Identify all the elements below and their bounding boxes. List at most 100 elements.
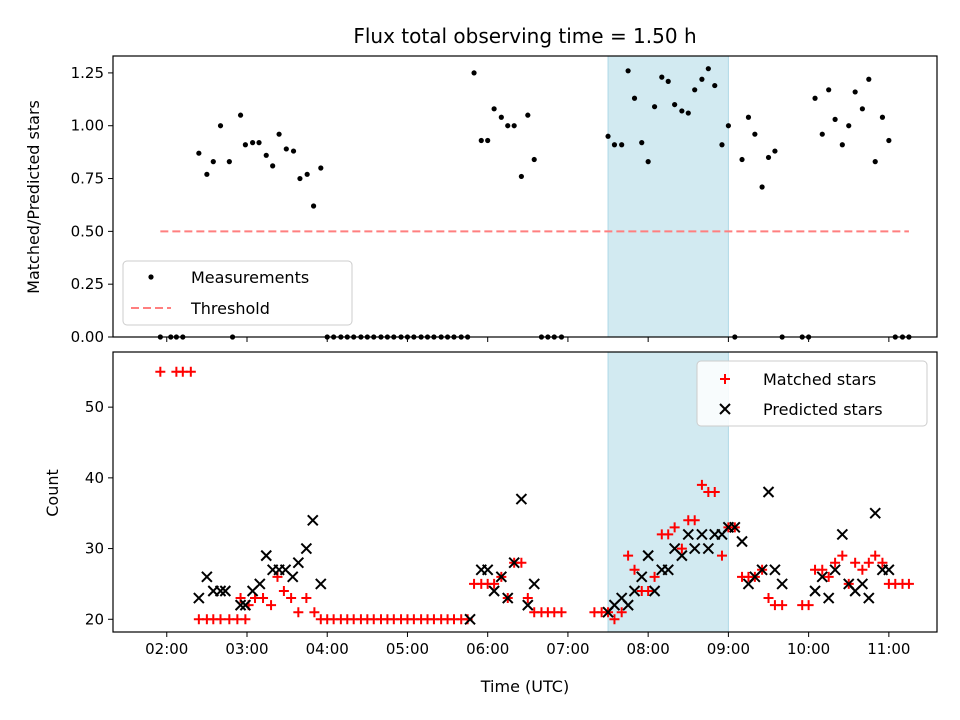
predicted-point — [528, 578, 540, 590]
matched-point — [240, 614, 251, 625]
measurement-point — [819, 131, 825, 137]
legend-label-threshold: Threshold — [190, 299, 270, 318]
y-tick-label: 0.25 — [71, 275, 104, 293]
predicted-point — [762, 486, 775, 498]
predicted-point — [688, 542, 701, 555]
measurement-point — [866, 76, 872, 82]
measurement-point — [699, 76, 705, 82]
predicted-point — [769, 564, 781, 576]
measurement-point — [511, 123, 517, 129]
measurement-point — [531, 156, 537, 163]
matched-point — [556, 607, 567, 618]
measurement-point — [237, 112, 244, 118]
predicted-point — [254, 578, 266, 590]
y-tick-label: 0.00 — [71, 328, 104, 346]
x-tick-label: 03:00 — [225, 640, 268, 658]
bottom-y-axis-label: Count — [43, 469, 62, 517]
measurement-point — [812, 95, 818, 101]
matched-point — [903, 578, 914, 589]
measurement-point — [631, 95, 638, 101]
measurement-point — [270, 163, 276, 169]
predicted-point — [696, 528, 708, 541]
measurement-point — [852, 89, 858, 95]
predicted-point — [481, 564, 494, 576]
matched-point — [623, 550, 634, 561]
matched-point — [709, 487, 720, 497]
predicted-point — [702, 542, 715, 555]
x-tick-label: 09:00 — [707, 640, 750, 658]
measurement-point — [611, 142, 618, 148]
matched-point — [857, 564, 868, 575]
matched-point — [286, 593, 297, 604]
matched-point — [696, 479, 707, 490]
y-tick-label: 0.75 — [71, 170, 104, 188]
measurement-point — [242, 142, 248, 148]
predicted-point — [863, 592, 875, 604]
measurement-point — [725, 123, 731, 129]
measurement-point — [210, 159, 216, 165]
matched-point — [870, 550, 881, 561]
measurement-point — [679, 108, 685, 114]
measurement-point — [759, 184, 765, 190]
predicted-point — [508, 556, 520, 569]
measurement-point — [318, 165, 324, 171]
measurement-point — [846, 123, 852, 129]
predicted-point — [201, 571, 213, 583]
matched-point — [823, 571, 834, 582]
measurement-point — [498, 114, 504, 120]
matched-point — [215, 614, 226, 625]
predicted-point — [756, 564, 768, 576]
measurement-point — [525, 112, 531, 118]
matched-point — [837, 550, 848, 561]
predicted-point — [495, 571, 508, 583]
measurement-point — [705, 66, 711, 72]
predicted-point — [488, 585, 500, 597]
y-tick-label: 1.00 — [71, 117, 104, 135]
bottom-panel: 02:00 03:00 04:00 05:00 06:00 07:00 08:00 09:00… — [85, 351, 938, 658]
axes-frame — [112, 351, 938, 633]
measurement-point — [745, 114, 752, 120]
measurement-point — [832, 116, 838, 122]
matched-point — [609, 614, 620, 625]
x-tick-label: 04:00 — [306, 640, 349, 658]
measurement-point — [672, 101, 678, 108]
legend-box — [122, 260, 353, 326]
measurement-point — [491, 106, 497, 112]
measurement-point — [765, 154, 772, 161]
measurement-point — [505, 123, 511, 129]
legend-label-predicted: Predicted stars — [763, 400, 883, 419]
measurement-point — [297, 175, 303, 182]
predicted-point — [622, 599, 634, 611]
predicted-point — [300, 542, 313, 555]
matched-point — [185, 366, 196, 377]
predicted-point — [662, 564, 674, 576]
measurement-point — [518, 173, 524, 180]
measurement-point — [250, 140, 256, 146]
measurement-point — [290, 148, 297, 154]
predicted-point — [292, 556, 305, 569]
measurement-point — [665, 78, 671, 84]
measurement-point — [639, 140, 645, 146]
measurement-point — [283, 146, 289, 152]
predicted-point — [219, 585, 232, 597]
predicted-point — [234, 599, 247, 611]
predicted-point — [260, 549, 272, 562]
top-y-axis-label: Matched/Predicted stars — [24, 100, 43, 294]
x-tick-label: 05:00 — [386, 640, 429, 658]
predicted-point — [628, 585, 641, 597]
measurement-point — [304, 171, 310, 177]
matched-point — [676, 543, 687, 554]
predicted-point — [315, 578, 327, 590]
matched-point — [877, 557, 888, 568]
measurement-point — [685, 110, 691, 116]
matched-point — [763, 593, 774, 604]
measurement-point — [872, 159, 878, 165]
predicted-point — [829, 564, 841, 576]
measurement-point — [217, 123, 224, 129]
measurement-point — [826, 87, 832, 93]
measurement-point — [625, 68, 631, 74]
matched-point — [669, 522, 680, 533]
matched-point — [689, 515, 700, 526]
predicted-point — [193, 592, 205, 604]
measurement-point — [752, 131, 758, 137]
